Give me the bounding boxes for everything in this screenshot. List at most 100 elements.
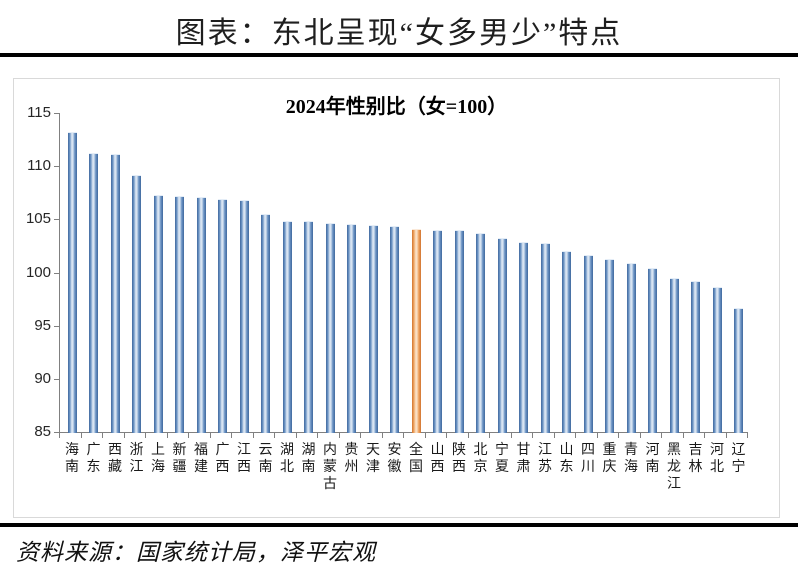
x-axis-category-label: 上海 xyxy=(151,443,165,475)
x-axis-category-label: 河南 xyxy=(645,443,660,475)
x-axis-tick xyxy=(80,433,82,438)
y-axis-tick xyxy=(54,325,59,327)
x-axis-tick xyxy=(553,433,555,438)
x-axis-category-label: 广西 xyxy=(215,443,230,475)
bar xyxy=(175,195,184,433)
x-axis-tick xyxy=(381,433,383,438)
x-axis-category-label: 北京 xyxy=(473,443,488,475)
x-axis-category-label: 江西 xyxy=(237,443,251,475)
bar xyxy=(304,221,313,433)
x-axis-tick xyxy=(274,433,275,438)
x-axis-tick xyxy=(424,433,426,438)
y-axis-tick xyxy=(54,378,59,380)
bar xyxy=(519,241,528,433)
bar xyxy=(347,223,356,433)
chart-title: 2024年性别比（女=100） xyxy=(285,96,508,118)
x-axis-tick xyxy=(295,433,297,438)
y-axis-tick-label: 105 xyxy=(25,210,51,228)
x-axis-category-label: 江苏 xyxy=(538,443,552,475)
x-axis-category-label: 内蒙古 xyxy=(323,443,337,492)
x-axis-tick xyxy=(317,433,318,438)
y-axis-tick xyxy=(54,432,59,433)
bar-national-highlight xyxy=(411,228,421,433)
x-axis-category-label: 全国 xyxy=(409,443,423,475)
bar xyxy=(454,229,464,433)
bar xyxy=(712,287,722,433)
bar xyxy=(196,197,206,433)
x-axis-category-label: 山东 xyxy=(559,443,574,475)
x-axis-tick xyxy=(252,433,254,438)
bar xyxy=(239,200,249,433)
y-axis-tick-label: 85 xyxy=(34,423,51,440)
bar xyxy=(648,268,657,433)
x-axis-category-label: 陕西 xyxy=(452,443,466,475)
bar xyxy=(153,194,163,433)
x-axis-tick xyxy=(596,433,598,438)
y-axis-tick-label: 95 xyxy=(34,316,51,334)
x-axis-tick xyxy=(59,433,60,438)
bar xyxy=(390,225,399,433)
bar xyxy=(282,221,292,433)
x-axis-tick xyxy=(661,433,662,438)
x-axis-category-label: 西藏 xyxy=(108,443,122,475)
x-axis-category-label: 浙江 xyxy=(129,443,144,475)
y-axis-line xyxy=(59,113,60,433)
x-axis-category-label: 湖南 xyxy=(301,443,316,475)
bar xyxy=(433,229,442,433)
x-axis-category-label: 宁夏 xyxy=(495,443,509,475)
bar xyxy=(497,238,507,433)
x-axis-category-label: 吉林 xyxy=(688,443,703,475)
bar xyxy=(132,174,141,433)
y-axis-tick-label: 115 xyxy=(27,104,51,121)
y-axis-tick xyxy=(54,166,59,168)
x-axis-category-label: 广东 xyxy=(86,443,101,475)
x-axis-tick xyxy=(682,433,684,438)
bar xyxy=(218,199,227,433)
x-axis-tick xyxy=(360,433,361,438)
x-axis-category-label: 云南 xyxy=(258,443,273,475)
bar xyxy=(261,214,270,433)
bar xyxy=(583,255,593,433)
x-axis-tick xyxy=(704,433,705,438)
bar xyxy=(67,132,77,433)
y-axis-tick-label: 90 xyxy=(34,369,51,387)
y-axis-tick xyxy=(54,113,59,114)
x-axis-tick xyxy=(747,433,748,438)
x-axis-tick xyxy=(575,433,576,438)
page-title: 图表：东北呈现“女多男少”特点 xyxy=(175,17,623,50)
y-axis-tick xyxy=(54,219,59,221)
bar xyxy=(734,307,743,433)
x-axis-tick xyxy=(102,433,103,438)
x-axis-category-label: 天津 xyxy=(366,443,380,475)
bar xyxy=(325,222,335,433)
x-axis-tick xyxy=(188,433,189,438)
bar xyxy=(476,233,485,433)
bar xyxy=(562,251,571,433)
x-axis-category-label: 山西 xyxy=(430,443,445,475)
x-axis-category-label: 贵州 xyxy=(344,443,359,475)
x-axis-tick xyxy=(338,433,340,438)
x-axis-category-label: 辽宁 xyxy=(731,443,746,475)
bar xyxy=(691,281,700,433)
bar xyxy=(626,262,636,433)
x-axis-tick xyxy=(446,433,447,438)
bar xyxy=(605,258,614,433)
bar xyxy=(540,242,550,433)
x-axis-tick xyxy=(145,433,146,438)
x-axis-category-label: 河北 xyxy=(710,443,724,475)
x-axis-category-label: 湖北 xyxy=(280,443,294,475)
x-axis-tick xyxy=(123,433,125,438)
x-axis-tick xyxy=(725,433,727,438)
x-axis-tick xyxy=(209,433,211,438)
bar-chart-plot: 85 90 95 100 105 110 115 海南广东西藏浙江上海新疆福建广西江西云南湖北… xyxy=(14,79,779,517)
y-axis-tick-label: 100 xyxy=(25,263,51,281)
x-axis-tick xyxy=(231,433,232,438)
x-axis-category-label: 重庆 xyxy=(602,443,617,475)
x-axis-category-label: 甘肃 xyxy=(516,443,531,475)
source-note: 资料来源：国家统计局，泽平宏观 xyxy=(16,540,376,565)
y-axis-tick-label: 110 xyxy=(27,157,51,175)
x-axis-tick xyxy=(639,433,641,438)
bar xyxy=(110,154,120,433)
x-axis-tick xyxy=(403,433,404,438)
